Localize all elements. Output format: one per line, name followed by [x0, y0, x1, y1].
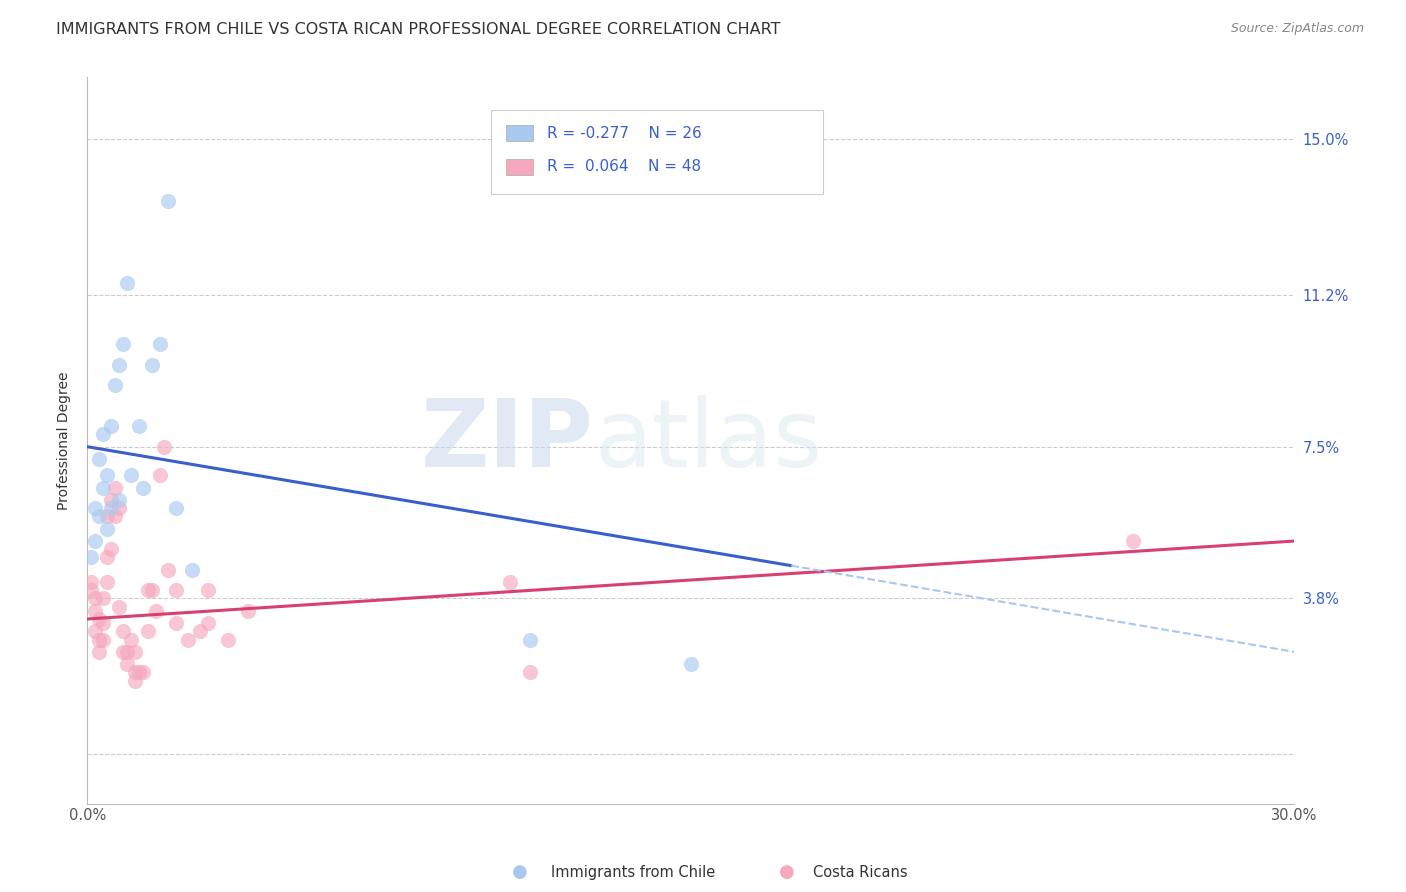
Text: Immigrants from Chile: Immigrants from Chile [551, 865, 716, 880]
Point [112, 624, 135, 639]
Point [197, 616, 219, 631]
Point [136, 583, 159, 598]
Point [108, 599, 131, 614]
Point [498, 575, 520, 590]
Point [91, 481, 114, 495]
Point [108, 358, 131, 372]
Point [165, 501, 187, 516]
Point [197, 583, 219, 598]
Point [84, 591, 107, 606]
Point [91, 632, 114, 647]
Point [120, 468, 142, 483]
Point [84, 604, 107, 618]
Point [519, 632, 541, 647]
Point [136, 624, 159, 639]
Point [108, 493, 131, 508]
Point [120, 632, 142, 647]
Point [104, 509, 127, 524]
Text: atlas: atlas [595, 394, 823, 486]
Point [96, 509, 118, 524]
Point [165, 583, 187, 598]
Point [96, 550, 118, 565]
Point [148, 337, 170, 351]
Point [117, 645, 139, 659]
Point [96, 575, 118, 590]
Text: Source: ZipAtlas.com: Source: ZipAtlas.com [1230, 22, 1364, 36]
Point [100, 419, 122, 434]
Point [80, 583, 103, 598]
Point [188, 624, 211, 639]
FancyBboxPatch shape [492, 110, 824, 194]
Point [145, 604, 167, 618]
Point [100, 542, 122, 557]
Text: R =  0.064    N = 48: R = 0.064 N = 48 [547, 160, 702, 174]
Point [156, 563, 179, 577]
Point [141, 583, 163, 598]
Point [108, 501, 131, 516]
Text: ●: ● [512, 863, 529, 881]
Point [519, 665, 541, 680]
Point [148, 468, 170, 483]
Point [84, 624, 107, 639]
FancyBboxPatch shape [506, 126, 533, 141]
Point [84, 534, 107, 549]
Point [80, 550, 103, 565]
Point [96, 522, 118, 536]
Text: IMMIGRANTS FROM CHILE VS COSTA RICAN PROFESSIONAL DEGREE CORRELATION CHART: IMMIGRANTS FROM CHILE VS COSTA RICAN PRO… [56, 22, 780, 37]
Point [132, 481, 155, 495]
Point [89, 645, 111, 659]
Point [128, 665, 150, 680]
Point [89, 452, 111, 467]
Point [132, 665, 155, 680]
Point [80, 575, 103, 590]
Point [128, 419, 150, 434]
Point [112, 645, 135, 659]
Point [156, 194, 179, 208]
Point [89, 632, 111, 647]
Point [91, 616, 114, 631]
Point [141, 358, 163, 372]
Point [152, 440, 174, 454]
Point [91, 427, 114, 442]
Point [679, 657, 702, 672]
Point [165, 616, 187, 631]
Point [124, 645, 146, 659]
Point [89, 509, 111, 524]
Point [91, 591, 114, 606]
Point [112, 337, 135, 351]
Point [104, 481, 127, 495]
Point [180, 563, 202, 577]
Text: R = -0.277    N = 26: R = -0.277 N = 26 [547, 126, 702, 141]
Text: Costa Ricans: Costa Ricans [813, 865, 907, 880]
Text: ●: ● [779, 863, 796, 881]
Point [236, 604, 259, 618]
Point [117, 657, 139, 672]
Point [100, 493, 122, 508]
Point [124, 665, 146, 680]
Point [89, 612, 111, 626]
Point [117, 276, 139, 290]
Point [124, 673, 146, 688]
Text: ZIP: ZIP [422, 394, 595, 486]
Point [104, 378, 127, 392]
Point [96, 468, 118, 483]
Y-axis label: Professional Degree: Professional Degree [58, 371, 72, 510]
Point [177, 632, 200, 647]
FancyBboxPatch shape [506, 159, 533, 175]
Point [217, 632, 239, 647]
Point [100, 501, 122, 516]
Point [84, 501, 107, 516]
Point [1122, 534, 1144, 549]
